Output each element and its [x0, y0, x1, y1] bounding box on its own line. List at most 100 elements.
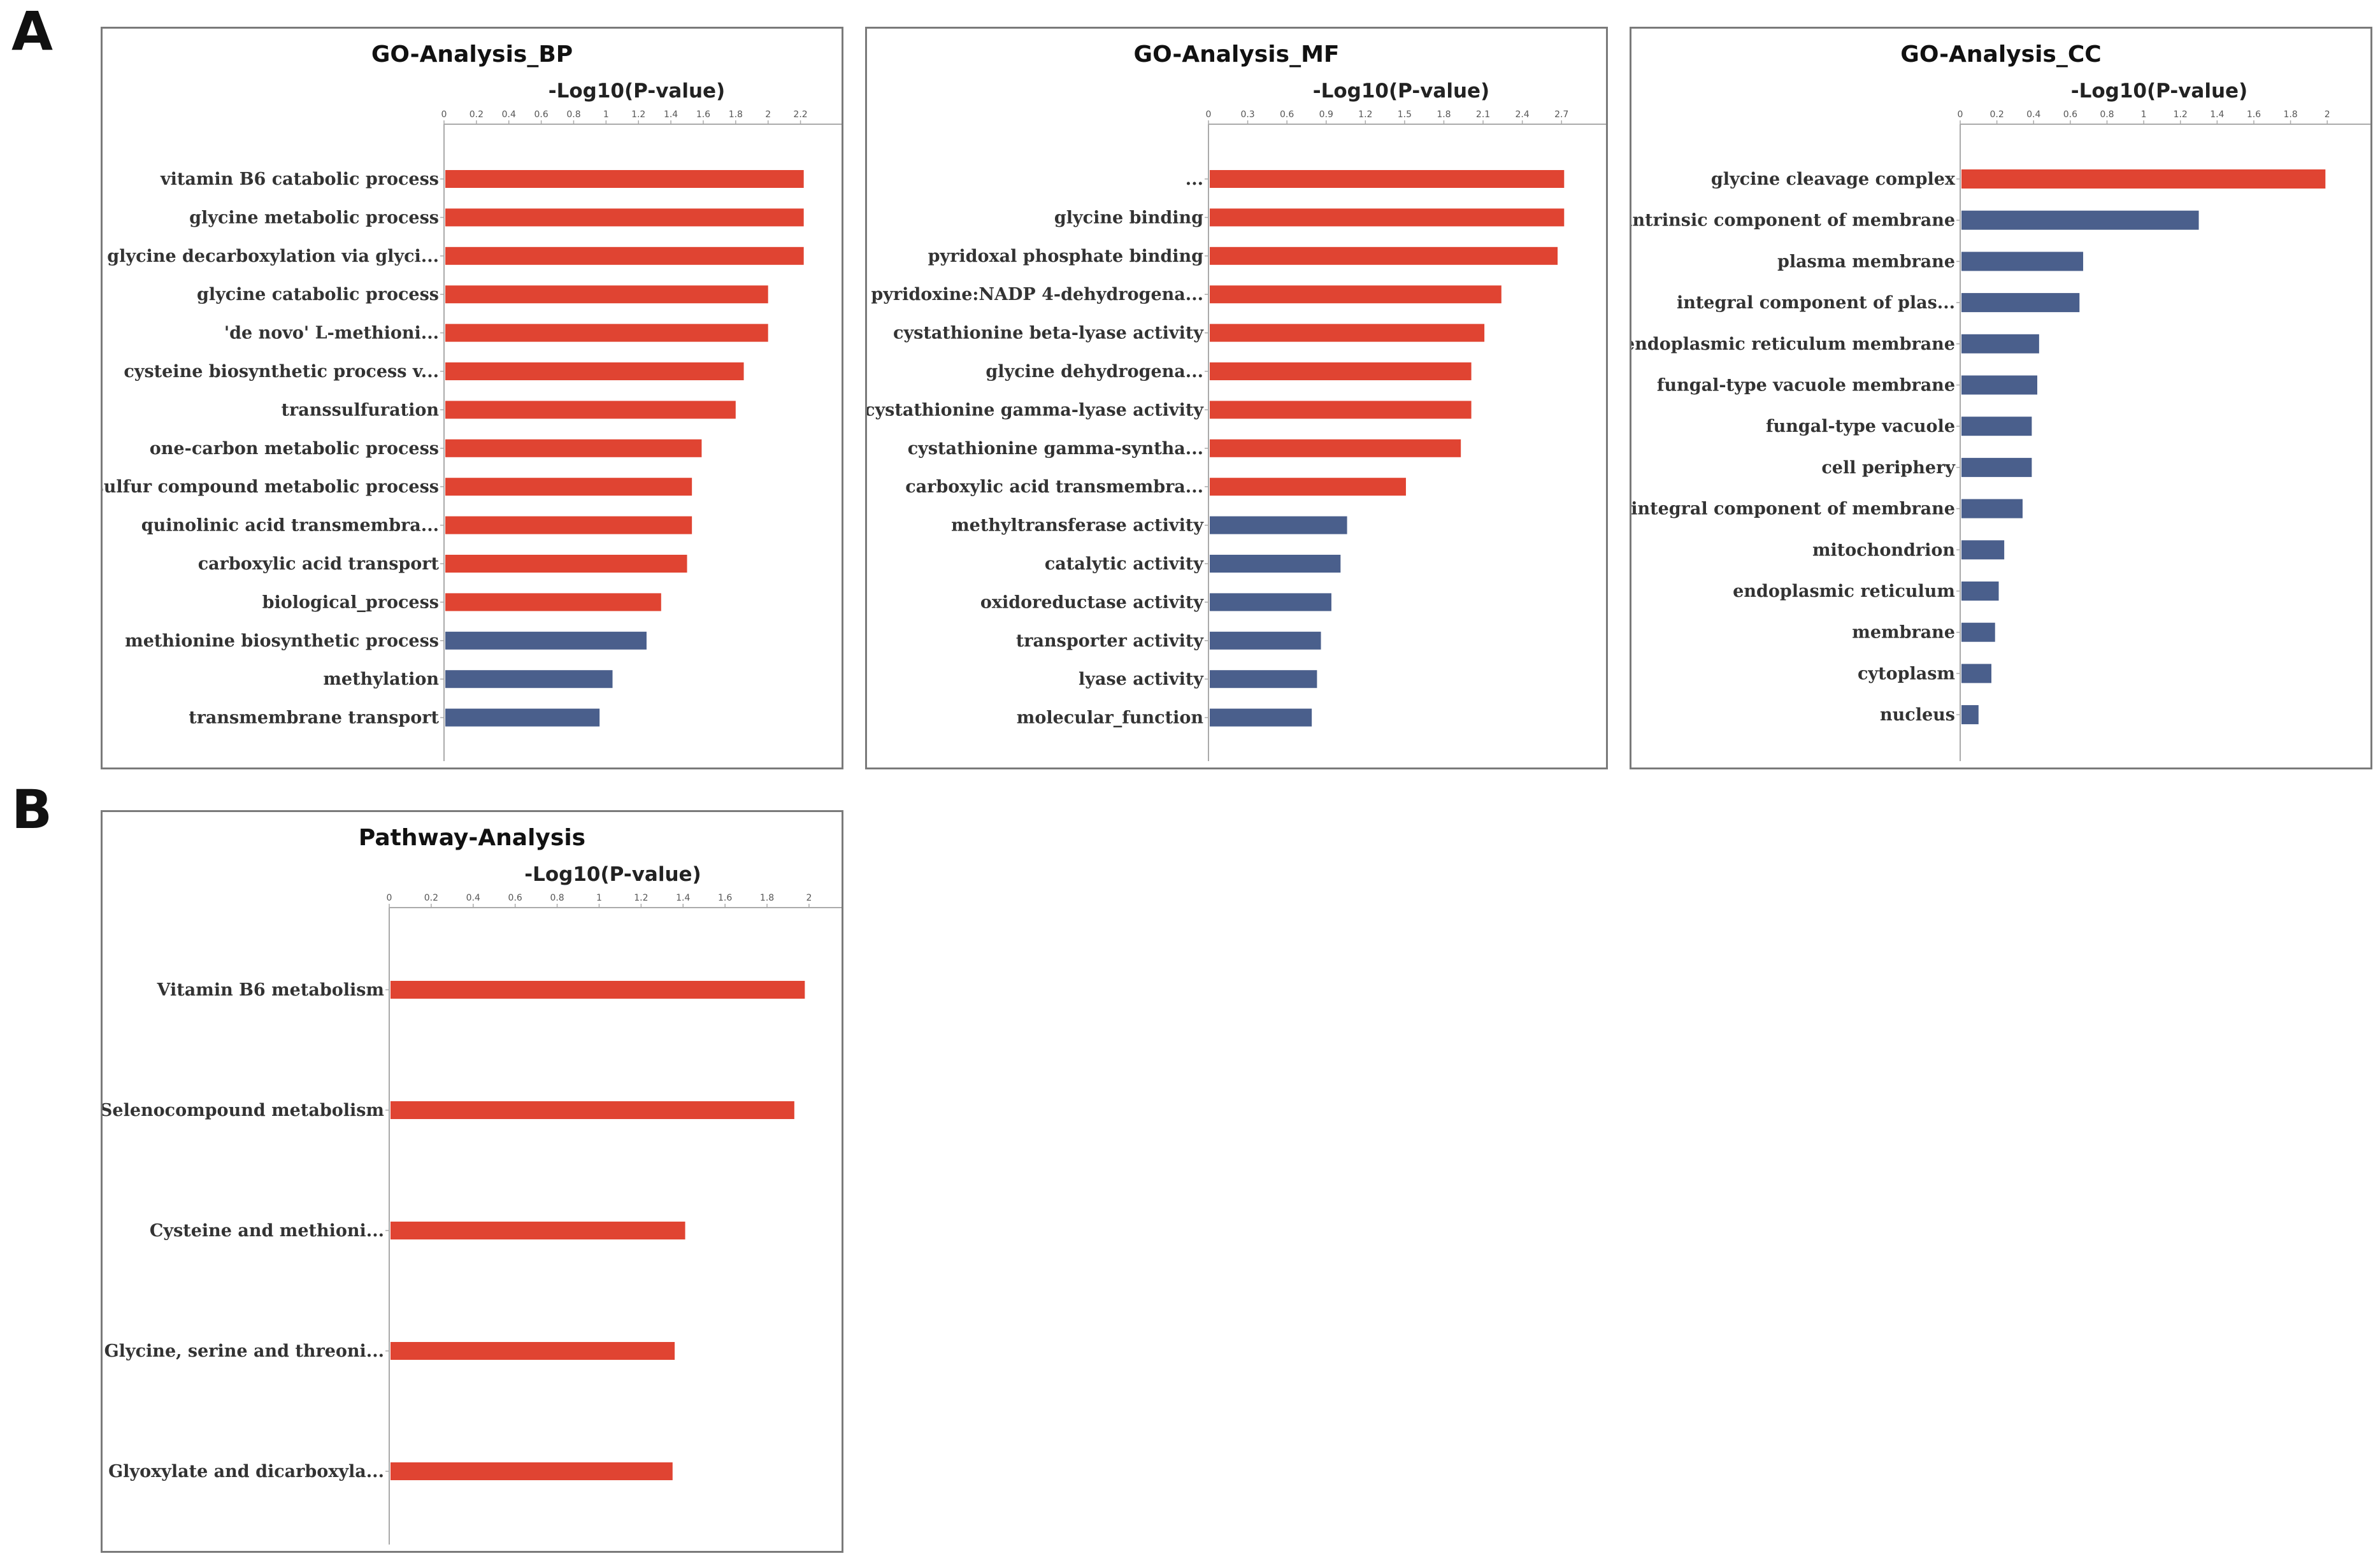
bp-tick-label: 0	[441, 110, 447, 120]
bp-category-label: cysteine biosynthetic process v...	[124, 362, 439, 382]
mf-tick-label: 1.2	[1358, 110, 1372, 120]
bp-tick-label: 1.4	[664, 110, 678, 120]
mf-tick-label: 0.9	[1319, 110, 1333, 120]
pathway-bar	[391, 981, 805, 999]
mf-category-label: catalytic activity	[1045, 554, 1204, 574]
cc-bar	[1961, 293, 2080, 313]
mf-tick-label: 1.8	[1437, 110, 1451, 120]
cc-category-label: cell periphery	[1821, 458, 1956, 478]
pathway-tick-label: 1.2	[634, 893, 648, 903]
bp-category-label: transmembrane transport	[189, 708, 439, 728]
bp-bar	[445, 208, 804, 227]
pathway-title: Pathway-Analysis	[359, 825, 585, 851]
mf-bar	[1210, 708, 1312, 727]
cc-category-label: nucleus	[1880, 705, 1955, 725]
mf-category-label: cystathionine beta-lyase activity	[893, 324, 1204, 343]
mf-bar	[1210, 285, 1502, 304]
bp-tick-label: 1.6	[696, 110, 710, 120]
mf-bar	[1210, 670, 1317, 689]
go-bp-chart: GO-Analysis_BP -Log10(P-value) 0 0.2 0.4 0.6 0…	[101, 27, 843, 769]
pathway-bar	[391, 1222, 685, 1239]
mf-bar	[1210, 478, 1406, 496]
pathway-svg: Pathway-Analysis -Log10(P-value) 0 0.2 0.4 0.…	[103, 825, 842, 1545]
pathway-bar	[391, 1101, 794, 1119]
bp-tick-label: 2	[765, 110, 771, 120]
mf-title: GO-Analysis_MF	[1134, 41, 1340, 68]
bp-category-label: glycine decarboxylation via glyci...	[107, 246, 439, 266]
panel-label-b: B	[11, 778, 53, 841]
pathway-chart: Pathway-Analysis -Log10(P-value) 0 0.2 0.4 0.…	[101, 810, 843, 1553]
cc-bar	[1961, 417, 2032, 436]
bp-tick-label: 1.2	[631, 110, 645, 120]
pathway-tick-label: 0	[387, 893, 392, 903]
bp-category-label: glycine metabolic process	[189, 208, 439, 227]
cc-x-axis-label: -Log10(P-value)	[2071, 80, 2247, 103]
cc-tick-label: 0.6	[2063, 110, 2077, 120]
pathway-category-label: Glycine, serine and threoni...	[104, 1341, 384, 1361]
cc-category-label: plasma membrane	[1777, 252, 1955, 271]
bp-bar	[445, 631, 647, 650]
cc-tick-label: 2	[2325, 110, 2330, 120]
bp-tick-label: 1.8	[729, 110, 743, 120]
mf-tick-label: 0.6	[1280, 110, 1294, 120]
pathway-tick-label: 0.4	[466, 893, 480, 903]
mf-category-label: methyltransferase activity	[951, 516, 1204, 536]
bp-category-label: methylation	[323, 669, 439, 689]
cc-tick-label: 1.8	[2283, 110, 2297, 120]
cc-category-label: fungal-type vacuole membrane	[1657, 376, 1955, 396]
pathway-tick-label: 2	[806, 893, 812, 903]
bp-bar	[445, 324, 768, 342]
mf-bar	[1210, 324, 1485, 342]
pathway-category-label: Glyoxylate and dicarboxyla...	[108, 1462, 384, 1481]
mf-category-label: pyridoxine:NADP 4-dehydrogena...	[871, 285, 1203, 304]
mf-category-label: glycine binding	[1054, 208, 1203, 227]
mf-bar	[1210, 208, 1565, 227]
pathway-x-axis-label: -Log10(P-value)	[524, 863, 701, 886]
pathway-category-label: Vitamin B6 metabolism	[157, 980, 384, 1000]
bp-category-label: transsulfuration	[282, 400, 440, 420]
cc-tick-label: 0	[1958, 110, 1963, 120]
cc-tick-label: 1.4	[2210, 110, 2224, 120]
bp-tick-label: 0.8	[566, 110, 580, 120]
mf-category-label: cystathionine gamma-syntha...	[908, 439, 1203, 459]
cc-bar	[1961, 210, 2199, 230]
bp-tick-label: 0.6	[534, 110, 548, 120]
mf-category-label: transporter activity	[1016, 631, 1204, 651]
cc-tick-label: 1	[2141, 110, 2147, 120]
cc-category-label: endoplasmic reticulum membrane	[1631, 334, 1955, 354]
bp-bar	[445, 439, 702, 457]
pathway-tick-label: 1.8	[760, 893, 774, 903]
bp-bar	[445, 285, 768, 304]
mf-category-label: lyase activity	[1079, 669, 1204, 689]
cc-category-label: cytoplasm	[1858, 664, 1955, 683]
mf-category-label: carboxylic acid transmembra...	[905, 477, 1203, 497]
cc-bar	[1961, 664, 1991, 683]
mf-bar	[1210, 401, 1472, 419]
mf-tick-label: 2.7	[1554, 110, 1568, 120]
pathway-category-label: Selenocompound metabolism	[103, 1101, 384, 1120]
mf-bar	[1210, 439, 1461, 457]
cc-bar	[1961, 582, 1999, 601]
mf-bar	[1210, 246, 1558, 265]
cc-category-label: fungal-type vacuole	[1766, 417, 1955, 436]
bp-bar	[445, 362, 744, 380]
bp-tick-label: 0.2	[470, 110, 484, 120]
pathway-tick-label: 0.8	[550, 893, 564, 903]
bp-category-label: methionine biosynthetic process	[125, 631, 439, 651]
bp-bar	[445, 708, 600, 727]
bp-bar	[445, 516, 692, 534]
cc-bar	[1961, 540, 2005, 560]
bp-title: GO-Analysis_BP	[371, 41, 573, 68]
mf-tick-label: 2.4	[1515, 110, 1529, 120]
bp-category-label: sulfur compound metabolic process	[103, 477, 439, 497]
bp-category-label: 'de novo' L-methioni...	[224, 324, 439, 343]
cc-tick-label: 0.8	[2100, 110, 2114, 120]
mf-category-label: ...	[1186, 169, 1203, 189]
cc-bar	[1961, 252, 2084, 271]
mf-bar	[1210, 631, 1321, 650]
mf-tick-label: 1.5	[1398, 110, 1412, 120]
bp-bar	[445, 170, 804, 188]
bp-bar	[445, 246, 804, 265]
bp-bar	[445, 670, 613, 689]
cc-bar	[1961, 375, 2037, 395]
